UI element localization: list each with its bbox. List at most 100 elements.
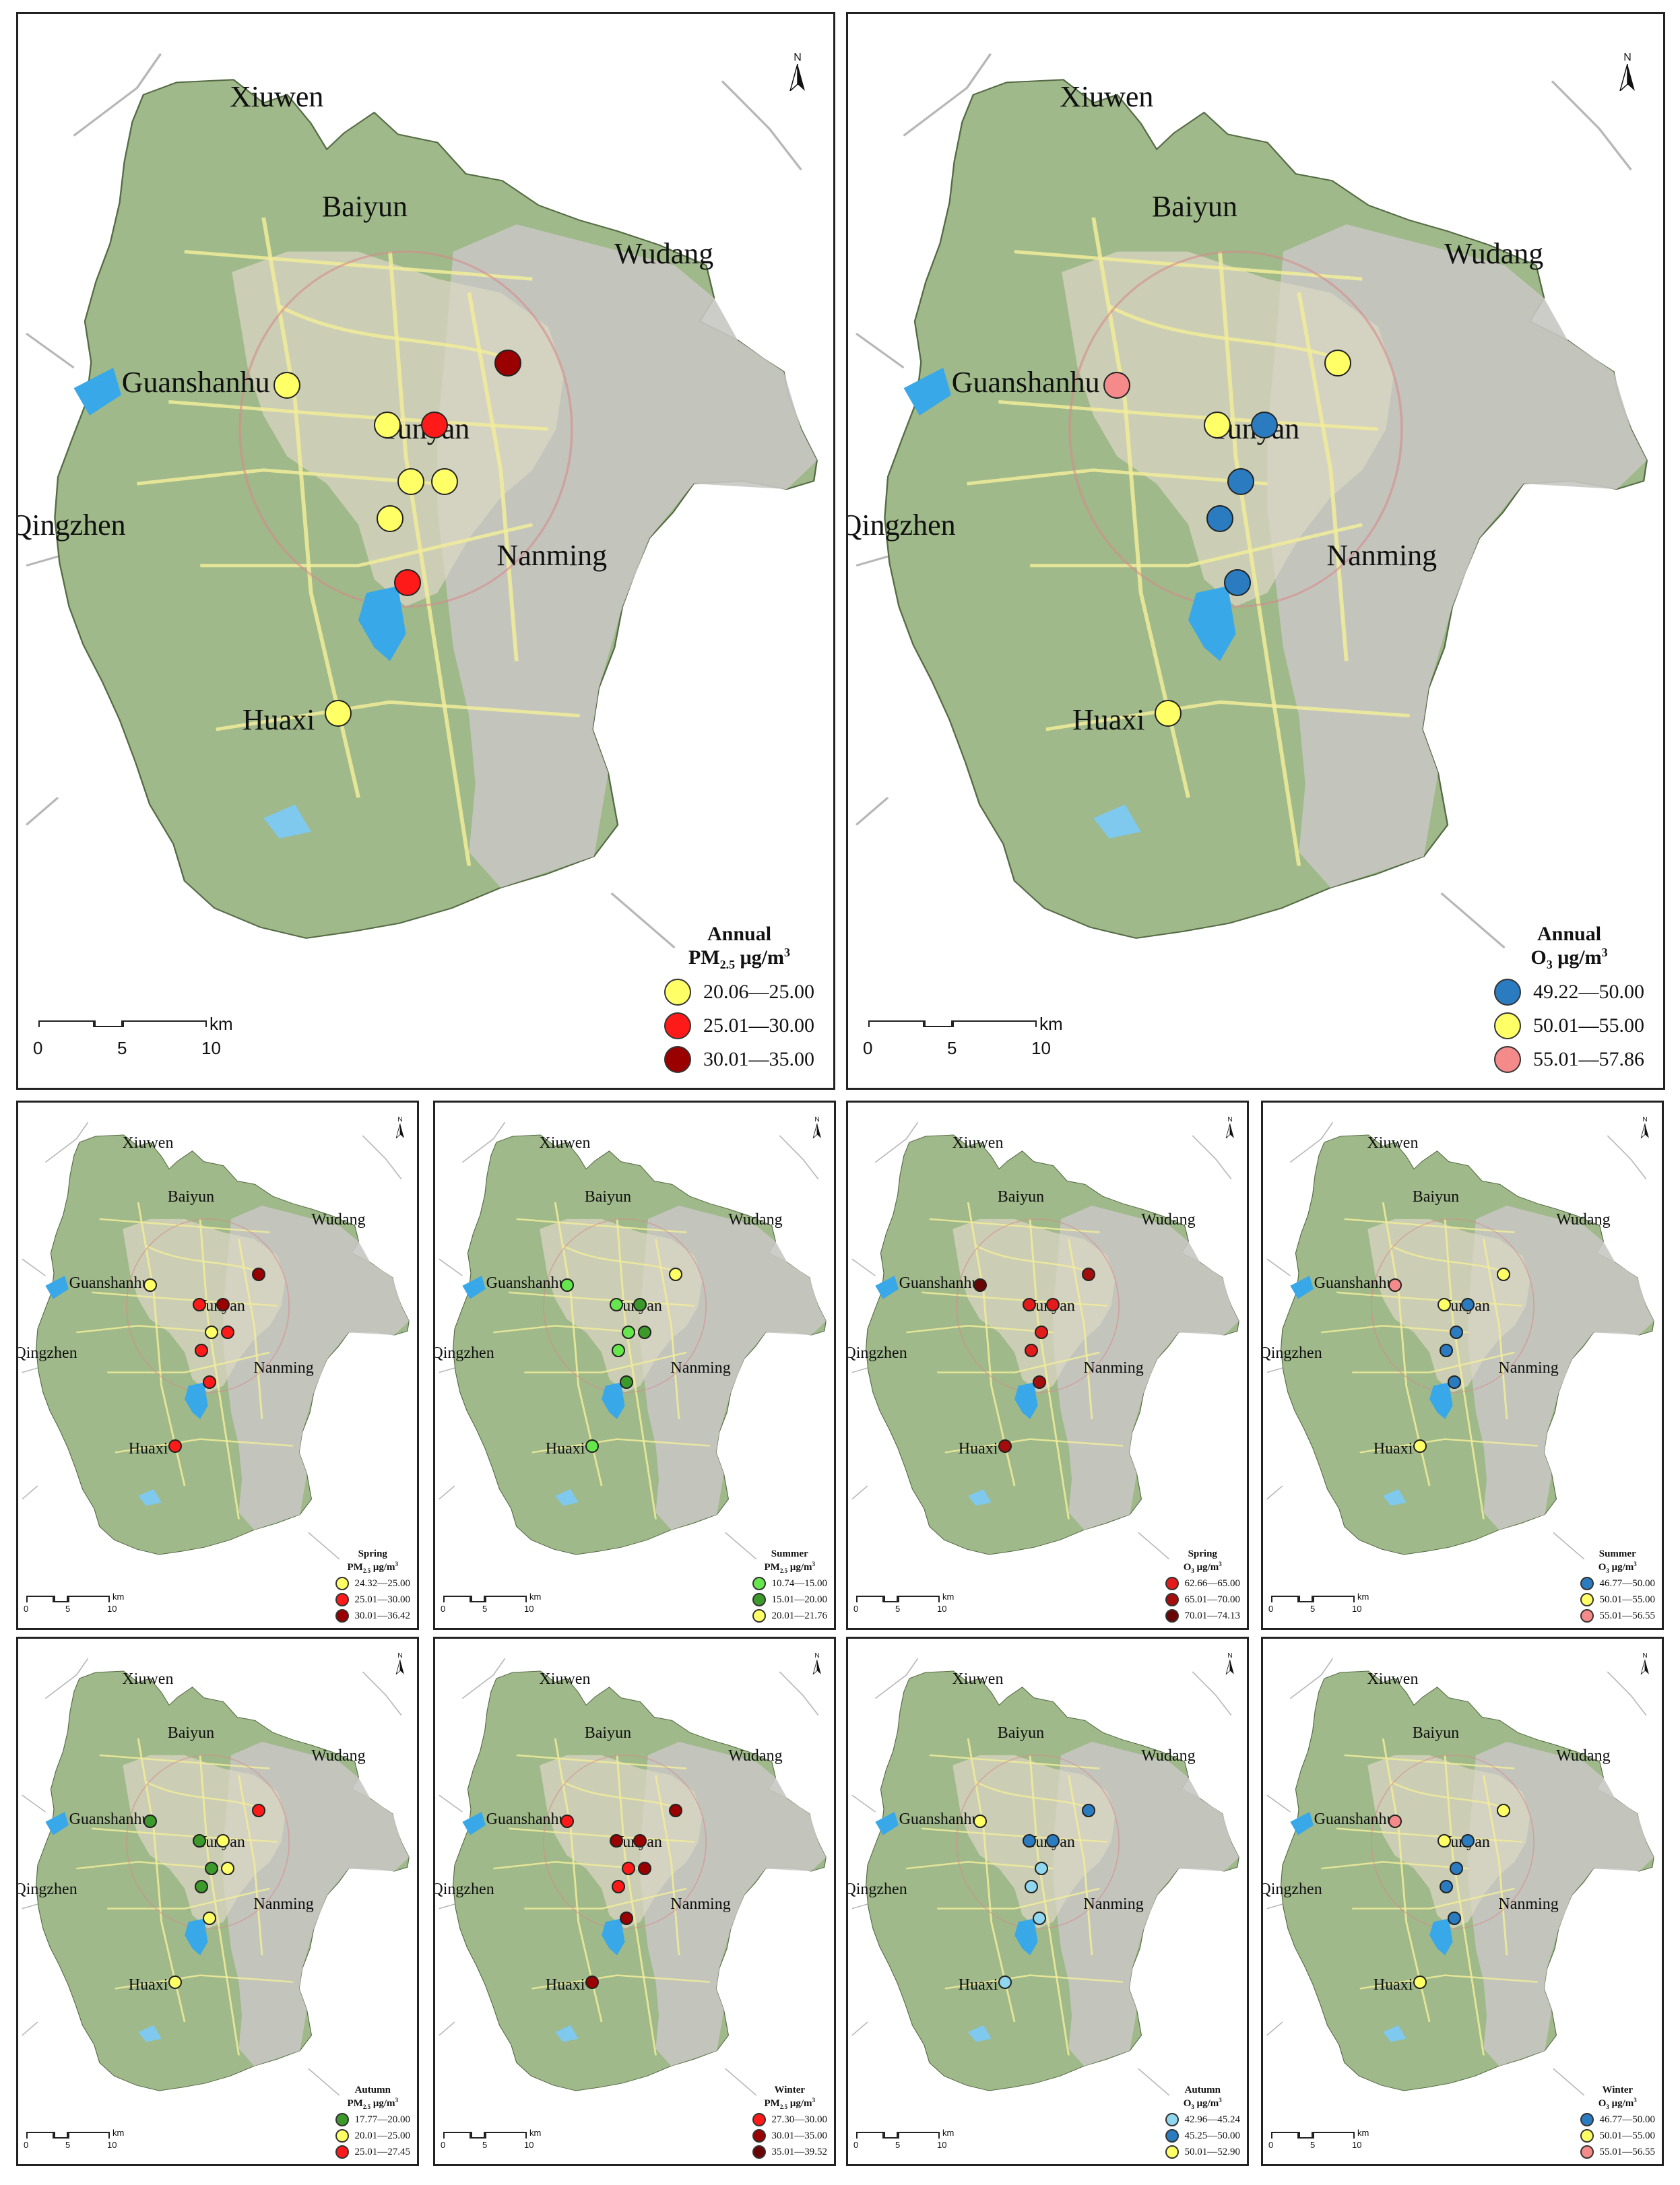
station-marker[interactable] <box>216 1297 230 1311</box>
station-marker[interactable] <box>1024 1343 1038 1357</box>
station-marker[interactable] <box>560 1814 575 1828</box>
station-marker[interactable] <box>621 1325 635 1339</box>
station-marker[interactable] <box>1023 1297 1037 1311</box>
station-marker[interactable] <box>1439 1343 1453 1357</box>
place-label-huaxi: Huaxi <box>1373 1976 1413 1994</box>
station-marker[interactable] <box>1103 371 1131 399</box>
station-marker[interactable] <box>620 1911 634 1925</box>
station-marker[interactable] <box>973 1814 988 1828</box>
legend: Summer PM2.5 μg/m3 10.74—15.00 15.01—20.00 2… <box>752 1548 827 1623</box>
station-marker[interactable] <box>1413 1439 1427 1453</box>
station-marker[interactable] <box>1449 1861 1463 1875</box>
station-marker[interactable] <box>1024 1879 1038 1893</box>
station-marker[interactable] <box>1046 1833 1060 1848</box>
station-marker[interactable] <box>633 1833 647 1848</box>
station-marker[interactable] <box>585 1975 600 1989</box>
station-marker[interactable] <box>1413 1975 1427 1989</box>
scale-segment <box>123 1020 207 1027</box>
station-marker[interactable] <box>1082 1267 1096 1281</box>
station-marker[interactable] <box>610 1833 624 1848</box>
station-marker[interactable] <box>1154 699 1182 727</box>
station-marker[interactable] <box>1439 1879 1453 1893</box>
legend-unit-sup: 3 <box>395 1560 399 1567</box>
station-marker[interactable] <box>1224 569 1252 597</box>
station-marker[interactable] <box>1206 504 1234 532</box>
station-marker[interactable] <box>373 412 401 439</box>
station-marker[interactable] <box>1023 1833 1037 1848</box>
scale-unit: km <box>112 1592 125 1602</box>
station-marker[interactable] <box>194 1343 208 1357</box>
station-marker[interactable] <box>1033 1911 1047 1925</box>
station-marker[interactable] <box>638 1325 652 1339</box>
station-marker[interactable] <box>193 1297 207 1311</box>
station-marker[interactable] <box>1046 1297 1060 1311</box>
station-marker[interactable] <box>203 1911 217 1925</box>
legend-range: 50.01—52.90 <box>1184 2146 1241 2157</box>
station-marker[interactable] <box>1437 1833 1452 1848</box>
station-marker[interactable] <box>998 1975 1012 1989</box>
station-marker[interactable] <box>1461 1297 1475 1311</box>
station-marker[interactable] <box>633 1297 647 1311</box>
station-marker[interactable] <box>1449 1325 1463 1339</box>
station-marker[interactable] <box>194 1879 208 1893</box>
place-label-guanshanhu: Guanshanhu <box>69 1810 150 1828</box>
legend-range: 24.32—25.00 <box>354 1577 411 1589</box>
legend-season: Annual <box>707 922 772 945</box>
station-marker[interactable] <box>221 1325 235 1339</box>
station-marker[interactable] <box>193 1833 207 1848</box>
station-marker[interactable] <box>1324 350 1351 377</box>
station-marker[interactable] <box>252 1267 266 1281</box>
station-marker[interactable] <box>221 1861 235 1875</box>
station-marker[interactable] <box>397 467 425 495</box>
north-label: N <box>1642 1116 1648 1123</box>
station-marker[interactable] <box>621 1861 635 1875</box>
legend-item: 55.01—57.86 <box>1494 1046 1644 1073</box>
station-marker[interactable] <box>324 699 352 727</box>
legend-unit-text: μg/m <box>787 1561 812 1573</box>
station-marker[interactable] <box>273 371 301 399</box>
station-marker[interactable] <box>377 504 404 532</box>
station-marker[interactable] <box>1448 1375 1462 1389</box>
station-marker[interactable] <box>669 1267 683 1281</box>
station-marker[interactable] <box>494 350 521 377</box>
station-marker[interactable] <box>1203 412 1231 439</box>
station-marker[interactable] <box>1033 1375 1047 1389</box>
station-marker[interactable] <box>560 1278 575 1292</box>
station-marker[interactable] <box>1082 1803 1096 1817</box>
station-marker[interactable] <box>1034 1325 1048 1339</box>
station-marker[interactable] <box>143 1814 158 1828</box>
station-marker[interactable] <box>1497 1267 1511 1281</box>
station-marker[interactable] <box>1034 1861 1048 1875</box>
station-marker[interactable] <box>203 1375 217 1389</box>
station-marker[interactable] <box>421 412 449 439</box>
station-marker[interactable] <box>216 1833 230 1848</box>
station-marker[interactable] <box>638 1861 652 1875</box>
station-marker[interactable] <box>204 1325 218 1339</box>
station-marker[interactable] <box>610 1297 624 1311</box>
scale-unit: km <box>1039 1014 1063 1034</box>
station-marker[interactable] <box>669 1803 683 1817</box>
station-marker[interactable] <box>620 1375 634 1389</box>
station-marker[interactable] <box>998 1439 1012 1453</box>
station-marker[interactable] <box>1437 1297 1452 1311</box>
station-marker[interactable] <box>1388 1814 1402 1828</box>
station-marker[interactable] <box>611 1343 625 1357</box>
station-marker[interactable] <box>168 1439 183 1453</box>
station-marker[interactable] <box>1461 1833 1475 1848</box>
station-marker[interactable] <box>611 1879 625 1893</box>
station-marker[interactable] <box>973 1278 988 1292</box>
station-marker[interactable] <box>1227 467 1255 495</box>
station-marker[interactable] <box>394 569 422 597</box>
station-marker[interactable] <box>585 1439 600 1453</box>
station-marker[interactable] <box>143 1278 158 1292</box>
legend-range: 25.01—27.45 <box>354 2146 411 2157</box>
station-marker[interactable] <box>1448 1911 1462 1925</box>
station-marker[interactable] <box>252 1803 266 1817</box>
station-marker[interactable] <box>1388 1278 1402 1292</box>
station-marker[interactable] <box>204 1861 218 1875</box>
scale-bar: 0 5 10 km <box>441 2128 550 2155</box>
station-marker[interactable] <box>168 1975 183 1989</box>
station-marker[interactable] <box>430 467 458 495</box>
station-marker[interactable] <box>1251 412 1279 439</box>
station-marker[interactable] <box>1497 1803 1511 1817</box>
